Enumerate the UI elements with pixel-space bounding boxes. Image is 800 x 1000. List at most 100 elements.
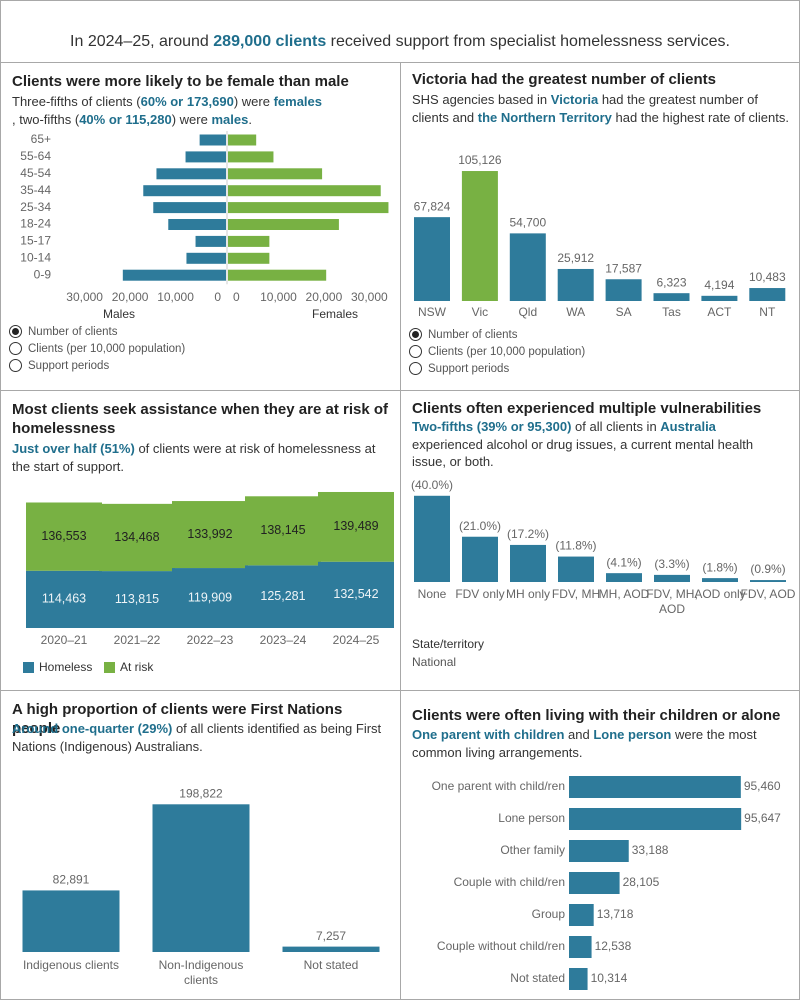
bar bbox=[461, 171, 498, 301]
subtitle-highlight: males bbox=[211, 111, 249, 127]
subtitle-part: . bbox=[248, 111, 252, 127]
bar bbox=[414, 495, 450, 582]
bar bbox=[195, 235, 226, 247]
chart: 67,824 NSW 105,126 Vic 54,700 Qld 25,912 WA 17,5… bbox=[414, 153, 786, 319]
panel: 65+ 55-64 45-54 35-44 25-34 18-24 15-17 10-14 0-… bbox=[0, 62, 401, 391]
value-label: 138,145 bbox=[260, 523, 305, 537]
bar bbox=[510, 544, 546, 582]
radio-option[interactable]: Support periods bbox=[409, 360, 585, 377]
x-tick-label: 2021–22 bbox=[114, 633, 161, 647]
y-tick-label: Couple without child/ren bbox=[437, 939, 565, 953]
value-label: 13,718 bbox=[597, 907, 634, 921]
bar bbox=[653, 293, 690, 301]
y-tick-label: 65+ bbox=[31, 132, 51, 146]
bar-segment bbox=[99, 503, 175, 572]
panel-title: Most clients seek assistance when they a… bbox=[12, 401, 388, 437]
y-tick-label: 10-14 bbox=[20, 250, 51, 264]
bar bbox=[22, 890, 120, 952]
bar bbox=[509, 233, 546, 301]
subtitle-part: of all clients in bbox=[571, 419, 661, 434]
panel-subtitle: Three-fifths of clients (60% or 173,690)… bbox=[12, 93, 390, 128]
value-label: 198,822 bbox=[179, 786, 223, 800]
panel-subtitle: One parent with children and Lone person… bbox=[412, 726, 789, 761]
bar bbox=[750, 580, 786, 582]
value-label: 125,281 bbox=[260, 589, 305, 603]
y-tick-label: 55-64 bbox=[20, 149, 51, 163]
subtitle-part: of all clients identified as being First… bbox=[12, 721, 382, 754]
filter-value[interactable]: National bbox=[412, 655, 457, 669]
bar bbox=[228, 134, 257, 146]
bar bbox=[569, 904, 594, 926]
radio-option[interactable]: Number of clients bbox=[9, 323, 185, 340]
panel-subtitle: Just over half (51%) of clients were at … bbox=[12, 440, 390, 475]
subtitle-part: were the most common living arrangements… bbox=[412, 727, 757, 760]
chart: (40.0%) None (21.0%) FDV only (17.2%) MH only… bbox=[411, 478, 796, 616]
panel: (40.0%) None (21.0%) FDV only (17.2%) MH only… bbox=[400, 390, 800, 691]
radio-dot[interactable] bbox=[409, 362, 422, 375]
subtitle-highlight: 60% or 173,690 bbox=[140, 94, 234, 109]
x-tick-label: FDV, AOD bbox=[741, 587, 796, 601]
bar-segment bbox=[26, 570, 102, 628]
header-part: received support from specialist homeles… bbox=[326, 33, 730, 50]
radio-label: Number of clients bbox=[28, 325, 118, 338]
bar bbox=[168, 219, 226, 230]
x-tick-label: 10,000 bbox=[157, 290, 194, 304]
value-label: (40.0%) bbox=[411, 478, 453, 492]
bar bbox=[569, 840, 629, 862]
bar bbox=[701, 295, 738, 301]
radio-label: Support periods bbox=[28, 359, 110, 372]
bar bbox=[558, 556, 594, 582]
radio-dot[interactable] bbox=[9, 325, 22, 338]
filter-label: State/territory bbox=[412, 637, 485, 651]
radio-option[interactable]: Clients (per 10,000 population) bbox=[9, 340, 185, 357]
radio-dot[interactable] bbox=[9, 342, 22, 355]
x-tick-label: MH only bbox=[506, 587, 550, 601]
y-tick-label: 15-17 bbox=[20, 234, 51, 248]
bar bbox=[749, 288, 786, 301]
panel: One parent with child/ren 95,460 Lone pers… bbox=[400, 690, 800, 1000]
y-tick-label: Lone person bbox=[498, 811, 565, 825]
header-highlight: 289,000 clients bbox=[213, 33, 327, 50]
bar bbox=[186, 252, 226, 264]
bar-segment bbox=[172, 501, 248, 569]
x-tick-label: 20,000 bbox=[112, 290, 149, 304]
value-label: 10,483 bbox=[749, 270, 786, 284]
panel-subtitle: SHS agencies based in Victoria had the g… bbox=[412, 91, 789, 126]
x-tick-label: MH, AOD bbox=[599, 587, 650, 601]
value-label: (11.8%) bbox=[555, 539, 596, 553]
x-tick-label: WA bbox=[566, 305, 585, 319]
header-part: In 2024–25, around bbox=[70, 33, 214, 50]
bar bbox=[557, 268, 594, 301]
value-label: 54,700 bbox=[509, 216, 546, 230]
radio-option[interactable]: Number of clients bbox=[409, 326, 585, 343]
x-tick-label: 30,000 bbox=[66, 290, 103, 304]
y-tick-label: 35-44 bbox=[20, 183, 51, 197]
axis-label: Females bbox=[312, 307, 358, 321]
x-tick-label: Tas bbox=[662, 305, 681, 319]
subtitle-part: and bbox=[564, 727, 594, 742]
radio-dot[interactable] bbox=[409, 345, 422, 358]
x-tick-label: 20,000 bbox=[306, 290, 343, 304]
value-label: 133,992 bbox=[187, 527, 232, 541]
panel: 114,463 136,553 2020–21 113,815 134,468 2021–… bbox=[0, 390, 401, 691]
radio-option[interactable]: Support periods bbox=[9, 357, 185, 374]
x-tick-label: None bbox=[418, 587, 447, 601]
bar bbox=[143, 185, 226, 197]
x-tick-label: 0 bbox=[233, 290, 240, 304]
bar bbox=[228, 202, 389, 214]
bar bbox=[228, 252, 270, 264]
x-tick-label: 2023–24 bbox=[260, 633, 307, 647]
value-label: 136,553 bbox=[41, 529, 86, 543]
radio-option[interactable]: Clients (per 10,000 population) bbox=[409, 343, 585, 360]
bar-segment bbox=[99, 571, 175, 628]
y-tick-label: 45-54 bbox=[20, 166, 51, 180]
legend-label: At risk bbox=[120, 660, 154, 674]
radio-dot[interactable] bbox=[409, 328, 422, 341]
bar bbox=[228, 168, 323, 180]
subtitle-highlight: Two-fifths (39% or 95,300) bbox=[412, 419, 572, 434]
panel: 82,891 Indigenous clients 198,822 Non-Indig… bbox=[0, 690, 401, 1000]
value-label: 113,815 bbox=[115, 592, 159, 606]
radio-dot[interactable] bbox=[9, 359, 22, 372]
value-label: 132,542 bbox=[333, 587, 378, 601]
axis-label: Males bbox=[103, 307, 135, 321]
